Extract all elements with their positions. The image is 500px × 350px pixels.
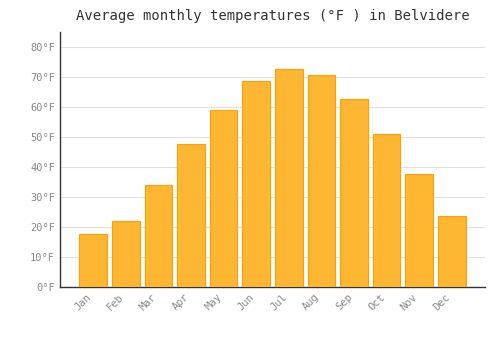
- Bar: [373, 134, 400, 287]
- Title: Average monthly temperatures (°F ) in Belvidere: Average monthly temperatures (°F ) in Be…: [76, 9, 469, 23]
- Bar: [144, 185, 172, 287]
- Bar: [406, 174, 433, 287]
- Bar: [275, 69, 302, 287]
- Bar: [308, 75, 336, 287]
- Bar: [438, 216, 466, 287]
- Bar: [340, 99, 368, 287]
- Bar: [210, 110, 238, 287]
- Bar: [80, 234, 107, 287]
- Bar: [112, 221, 140, 287]
- Bar: [242, 81, 270, 287]
- Bar: [177, 144, 205, 287]
